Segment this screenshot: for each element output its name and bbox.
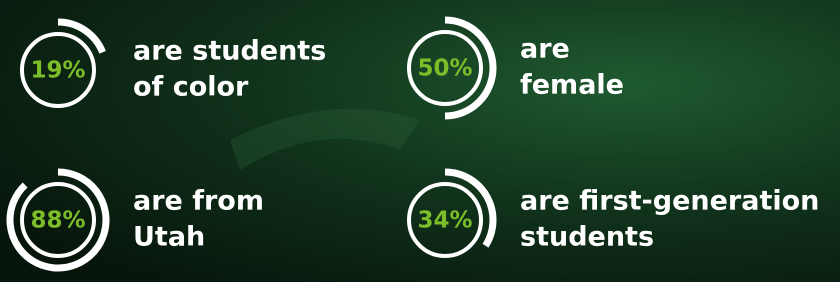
stat-label: are from <box>133 186 264 217</box>
stat-label: female <box>520 70 624 101</box>
stat-label: of color <box>133 72 249 103</box>
stat-label: Utah <box>133 222 205 253</box>
percentage: 50% <box>417 56 472 82</box>
percentage: 34% <box>417 208 472 234</box>
stat-label: are students <box>133 36 326 67</box>
percentage: 88% <box>30 208 85 234</box>
infographic: 19% are students of color 50% are female 88% ar… <box>0 0 840 282</box>
stat-label: students <box>520 222 654 253</box>
stat-label: are first-generation <box>520 186 819 217</box>
page: {"stats": [ {"value": 19, "value_label":… <box>0 0 840 282</box>
percentage: 19% <box>30 58 85 84</box>
stat-label: are <box>520 34 570 65</box>
